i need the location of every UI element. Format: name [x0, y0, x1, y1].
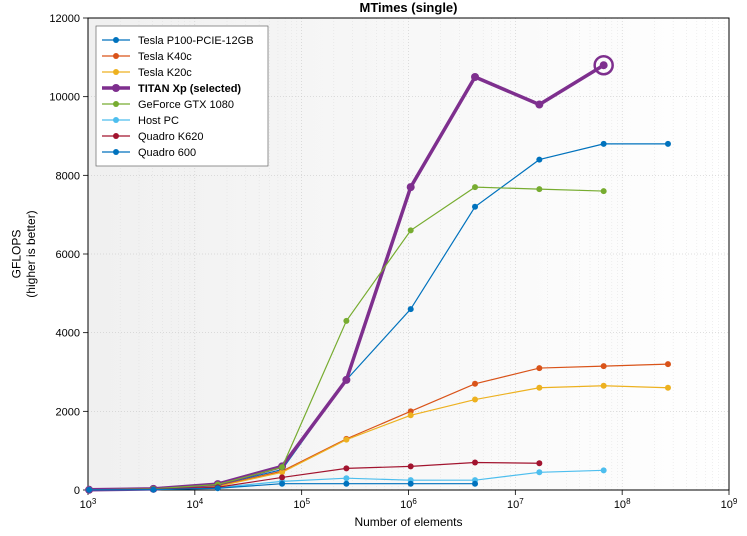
series-marker — [536, 157, 542, 163]
series-marker — [150, 487, 156, 493]
series-marker — [536, 469, 542, 475]
series-marker — [472, 184, 478, 190]
series-marker — [407, 183, 415, 191]
legend-box — [96, 26, 268, 166]
legend-swatch-marker — [113, 101, 119, 107]
series-marker — [536, 186, 542, 192]
series-marker — [665, 141, 671, 147]
chart-container: 103 104 105 106 107 108 109 0 2000 4000 6000 8000 10… — [0, 0, 747, 536]
y-tick-label: 10000 — [49, 92, 80, 104]
series-marker — [601, 141, 607, 147]
legend-swatch-marker — [113, 117, 119, 123]
legend-swatch-marker — [113, 149, 119, 155]
series-marker — [601, 363, 607, 369]
series-marker — [665, 385, 671, 391]
legend-label: Tesla K20c — [138, 67, 192, 79]
series-marker — [86, 487, 92, 493]
series-marker — [536, 365, 542, 371]
series-marker — [601, 188, 607, 194]
series-marker — [343, 465, 349, 471]
series-marker — [601, 467, 607, 473]
series-marker — [215, 485, 221, 491]
y-tick-label: 2000 — [56, 406, 80, 418]
series-marker — [472, 397, 478, 403]
legend-swatch-marker — [113, 37, 119, 43]
x-tick-label: 108 — [614, 497, 631, 512]
series-marker — [471, 73, 479, 81]
series-marker — [472, 481, 478, 487]
series-marker — [601, 383, 607, 389]
series-marker — [535, 101, 543, 109]
legend-label: Tesla P100-PCIE-12GB — [138, 35, 254, 47]
series-marker — [408, 227, 414, 233]
legend-label: Tesla K40c — [138, 51, 192, 63]
series-marker — [408, 481, 414, 487]
series-marker — [600, 61, 608, 69]
legend-label: TITAN Xp (selected) — [138, 83, 241, 95]
legend-swatch-marker — [113, 69, 119, 75]
series-marker — [536, 460, 542, 466]
y-tick-label: 4000 — [56, 328, 80, 340]
series-marker — [408, 306, 414, 312]
y-tick-label: 12000 — [49, 13, 80, 25]
series-marker — [536, 385, 542, 391]
x-axis-label: Number of elements — [354, 515, 462, 529]
series-marker — [343, 318, 349, 324]
x-tick-label: 105 — [293, 497, 310, 512]
series-marker — [279, 481, 285, 487]
y-axis-label: GFLOPS(higher is better) — [9, 210, 37, 297]
chart-svg: 103 104 105 106 107 108 109 0 2000 4000 6000 8000 10… — [0, 0, 747, 536]
legend-swatch-marker — [113, 53, 119, 59]
series-marker — [665, 361, 671, 367]
y-tick-label: 8000 — [56, 170, 80, 182]
y-tick-label: 0 — [74, 485, 80, 497]
chart-title: MTimes (single) — [359, 0, 457, 15]
legend-label: Host PC — [138, 115, 179, 127]
series-marker — [343, 475, 349, 481]
series-marker — [408, 463, 414, 469]
series-marker — [342, 376, 350, 384]
y-tick-label: 6000 — [56, 249, 80, 261]
series-marker — [279, 464, 285, 470]
series-marker — [408, 412, 414, 418]
legend-label: Quadro 600 — [138, 147, 196, 159]
x-tick-label: 107 — [507, 497, 524, 512]
legend-label: GeForce GTX 1080 — [138, 99, 234, 111]
series-marker — [343, 437, 349, 443]
series-marker — [472, 459, 478, 465]
legend-swatch-marker — [112, 84, 120, 92]
series-marker — [279, 474, 285, 480]
x-tick-label: 103 — [80, 497, 97, 512]
x-tick-label: 106 — [400, 497, 417, 512]
series-marker — [343, 481, 349, 487]
series-marker — [472, 204, 478, 210]
legend-label: Quadro K620 — [138, 131, 203, 143]
series-marker — [472, 381, 478, 387]
x-tick-label: 109 — [721, 497, 738, 512]
legend-swatch-marker — [113, 133, 119, 139]
x-tick-label: 104 — [186, 497, 203, 512]
